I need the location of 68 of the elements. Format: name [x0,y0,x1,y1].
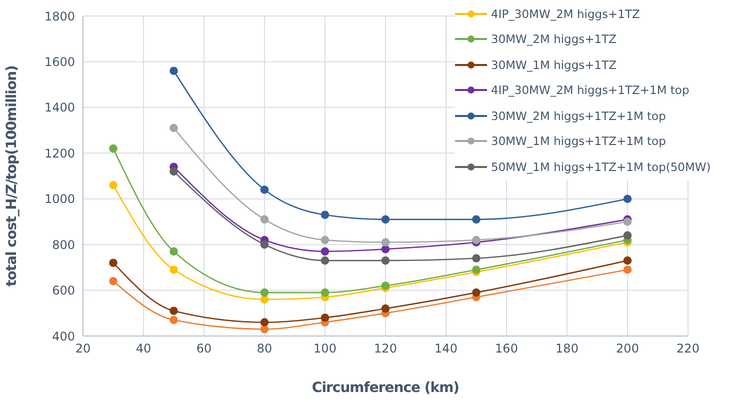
point [381,256,390,265]
x-tick-label: 180 [556,342,578,356]
x-tick-label: 200 [616,342,639,356]
point [381,238,390,246]
point [623,256,632,265]
legend-label: 50MW_1M higgs+1TZ+1M top(50MW) [491,160,711,174]
point [623,218,632,226]
legend-label: 30MW_1M higgs+1TZ [491,58,617,72]
x-tick-label: 100 [314,342,336,356]
y-tick-label: 800 [52,238,75,252]
legend-label: 30MW_1M higgs+1TZ+1M top [491,134,666,148]
point [472,254,480,262]
point [623,194,632,204]
x-tick-label: 160 [495,342,518,356]
point [320,247,330,256]
x-tick-label: 220 [676,342,700,356]
point [472,215,480,224]
point [170,167,178,176]
x-tick-label: 40 [136,342,152,356]
point [320,288,330,297]
point [472,288,480,297]
point [109,258,118,268]
point [170,247,178,256]
point [260,186,269,194]
point [170,316,178,324]
x-axis-title: Circumference (km) [312,380,460,396]
y-tick-label: 600 [52,284,75,298]
point [260,288,269,297]
x-tick-label: 140 [434,342,458,356]
point [623,231,632,240]
point [381,215,390,224]
point [320,236,330,244]
point [260,215,269,224]
legend-label: 4IP_30MW_2M higgs+1TZ [491,6,640,21]
y-tick-label: 1000 [44,192,75,206]
point [260,295,269,304]
point [109,276,118,286]
y-tick-label: 1600 [44,54,75,69]
y-tick-label: 1400 [44,100,75,115]
y-axis-title: total cost_H/Z/top(100million) [4,65,20,286]
point [472,236,480,244]
legend-label: 4IP_30MW_2M higgs+1TZ+1M top [491,83,690,98]
y-tick-label: 400 [52,329,75,344]
legend-label: 30MW_2M higgs+1TZ [491,32,617,46]
point [623,266,632,274]
point [381,304,390,313]
legend-label: 30MW_2M higgs+1TZ+1M top [491,108,666,123]
point [109,180,118,190]
x-tick-label: 80 [256,342,272,356]
point [170,66,178,76]
point [381,244,390,254]
point [320,314,330,322]
point [320,256,330,265]
point [260,324,269,334]
x-tick-label: 20 [75,342,91,356]
y-tick-label: 1800 [44,9,75,24]
point [109,144,118,153]
x-tick-label: 120 [374,342,397,356]
x-tick-label: 60 [196,342,212,356]
y-tick-label: 1200 [44,146,75,160]
point [170,306,178,316]
point [381,282,390,290]
point [320,210,330,220]
point [260,318,269,326]
point [170,266,178,274]
point [260,240,269,249]
point [170,124,178,132]
point [472,266,480,274]
